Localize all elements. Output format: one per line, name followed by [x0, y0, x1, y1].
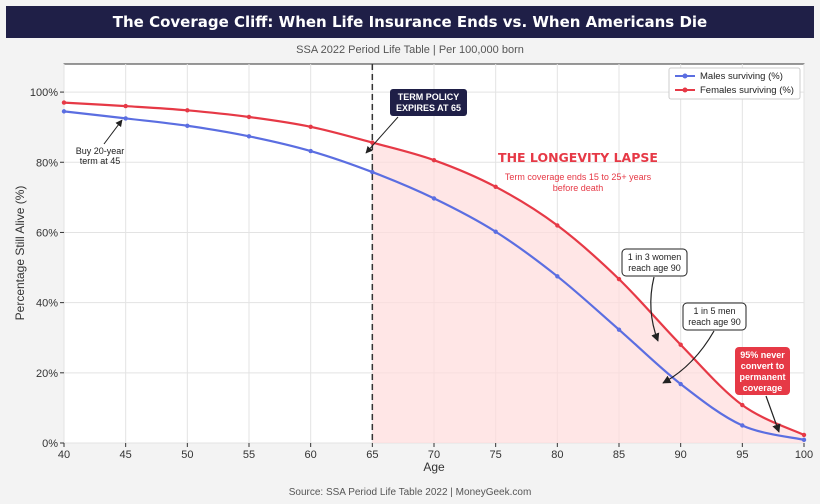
data-point-males — [493, 229, 498, 234]
y-tick-label: 0% — [42, 438, 58, 450]
convert-arrow — [765, 395, 781, 433]
x-tick-label: 60 — [305, 449, 317, 461]
x-tick-label: 50 — [181, 449, 193, 461]
data-point-males — [370, 169, 375, 175]
legend: Males surviving (%) Females surviving (%… — [668, 67, 801, 100]
convert-line4: coverage — [743, 383, 783, 393]
annotation-convert: 95% never convert to permanent coverage — [735, 347, 790, 433]
women-line1: 1 in 3 women — [628, 252, 682, 262]
term-expiry-line2: EXPIRES AT 65 — [396, 103, 461, 113]
x-tick-label: 100 — [795, 449, 813, 461]
annotation-term-expiry: TERM POLICY EXPIRES AT 65 — [365, 89, 467, 154]
men-arrow — [662, 330, 715, 384]
men-line2: reach age 90 — [688, 317, 741, 327]
x-axis-ticks: 40 45 50 55 60 65 70 75 80 85 90 95 100 — [58, 443, 813, 461]
data-point-males — [123, 116, 128, 121]
annotation-women-90: 1 in 3 women reach age 90 — [621, 248, 688, 342]
x-tick-label: 85 — [613, 449, 625, 461]
chart-title: The Coverage Cliff: When Life Insurance … — [112, 13, 708, 31]
data-point-males — [308, 148, 313, 154]
annotation-buy-arrow — [103, 119, 123, 145]
term-expiry-box — [390, 89, 467, 116]
legend-label-females: Females surviving (%) — [700, 85, 794, 96]
longevity-lapse-title: THE LONGEVITY LAPSE — [498, 150, 658, 165]
annotation-buy-line1: Buy 20-year — [76, 146, 125, 156]
women-arrow — [650, 276, 660, 342]
chart-title-banner: The Coverage Cliff: When Life Insurance … — [6, 6, 814, 38]
data-point-females — [123, 103, 128, 109]
y-tick-label: 40% — [36, 298, 58, 310]
data-point-males — [801, 437, 807, 443]
legend-box — [668, 67, 801, 100]
annotation-buy-line2: term at 45 — [80, 156, 121, 166]
x-tick-label: 55 — [243, 449, 255, 461]
data-point-males — [555, 274, 560, 279]
data-point-males — [185, 123, 190, 128]
data-point-females — [555, 223, 560, 228]
data-point-females — [308, 124, 313, 130]
x-axis-label: Age — [423, 460, 445, 474]
data-point-females — [185, 108, 190, 113]
chart-source: Source: SSA Period Life Table 2022 | Mon… — [288, 487, 532, 498]
data-point-males — [740, 423, 745, 428]
data-point-males — [431, 196, 437, 201]
convert-box — [735, 347, 790, 395]
data-point-females — [678, 342, 683, 347]
data-point-females — [740, 402, 745, 408]
annotation-buy-term: Buy 20-year term at 45 — [76, 119, 125, 166]
data-point-females — [246, 114, 252, 120]
y-axis-label: Percentage Still Alive (%) — [13, 186, 27, 321]
data-point-females — [801, 432, 807, 438]
term-expiry-line1: TERM POLICY — [398, 92, 460, 102]
data-point-females — [493, 184, 498, 190]
chart-subtitle: SSA 2022 Period Life Table | Per 100,000… — [296, 44, 524, 56]
data-point-males — [61, 109, 67, 114]
data-point-females — [616, 276, 622, 282]
data-point-females — [61, 100, 67, 105]
y-axis-ticks: 0% 20% 40% 60% 80% 100% — [30, 87, 64, 450]
convert-line3: permanent — [739, 372, 785, 382]
x-tick-label: 65 — [366, 449, 378, 461]
convert-line1: 95% never — [740, 350, 785, 360]
y-tick-label: 20% — [36, 368, 58, 380]
data-point-females — [431, 157, 437, 163]
longevity-lapse-sub1: Term coverage ends 15 to 25+ years — [505, 172, 652, 182]
y-tick-label: 100% — [30, 87, 58, 99]
y-tick-label: 80% — [36, 157, 58, 169]
x-tick-label: 70 — [428, 449, 440, 461]
legend-marker-females — [682, 87, 688, 93]
y-tick-label: 60% — [36, 227, 58, 239]
longevity-lapse-area — [372, 142, 804, 443]
x-tick-label: 45 — [120, 449, 132, 461]
series-group — [61, 100, 807, 443]
annotation-men-90: 1 in 5 men reach age 90 — [662, 302, 747, 384]
series-line-females — [63, 101, 805, 436]
convert-line2: convert to — [741, 361, 785, 371]
data-point-males — [246, 134, 252, 139]
x-tick-label: 40 — [58, 449, 70, 461]
legend-label-males: Males surviving (%) — [700, 71, 783, 82]
data-point-females — [370, 140, 375, 145]
x-tick-label: 75 — [490, 449, 502, 461]
women-line2: reach age 90 — [628, 263, 681, 273]
longevity-lapse-sub2: before death — [553, 183, 604, 193]
men-box — [682, 302, 747, 331]
x-tick-label: 90 — [675, 449, 687, 461]
data-point-males — [616, 327, 622, 332]
x-tick-label: 95 — [736, 449, 748, 461]
data-point-males — [678, 381, 683, 387]
term-expiry-arrow — [365, 116, 399, 154]
men-line1: 1 in 5 men — [693, 306, 735, 316]
women-box — [621, 248, 688, 277]
legend-marker-males — [682, 73, 688, 79]
x-tick-label: 80 — [551, 449, 563, 461]
